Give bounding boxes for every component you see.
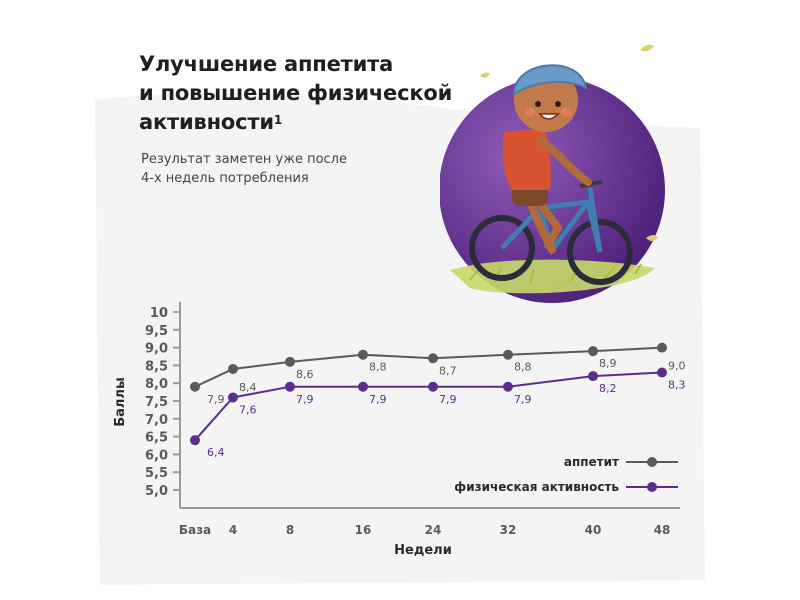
y-tick-label: 5,5 — [145, 466, 168, 481]
data-point — [358, 349, 368, 360]
data-label: 7,9 — [369, 393, 387, 406]
data-point — [190, 435, 200, 446]
subtitle-line-2: 4-х недель потребления — [141, 171, 309, 186]
leaf-3 — [646, 235, 658, 241]
y-tick-label: 6,0 — [145, 448, 168, 463]
y-tick-label: 6,5 — [145, 431, 168, 446]
y-tick-label: 9,5 — [145, 324, 168, 339]
y-tick-label: 8,5 — [145, 359, 168, 374]
data-point — [588, 346, 598, 357]
data-label: 6,4 — [207, 446, 225, 459]
y-tick-label: 8,0 — [145, 377, 168, 392]
data-point — [428, 353, 438, 364]
legend-label: аппетит — [564, 455, 619, 469]
data-point — [657, 342, 667, 353]
child-cheek-right — [561, 107, 571, 117]
x-tick-label: 40 — [585, 523, 602, 537]
y-tick-label: 7,5 — [145, 395, 168, 410]
child-cheek-left — [525, 107, 535, 117]
data-point — [503, 349, 513, 360]
y-tick-label: 5,0 — [145, 484, 168, 499]
data-label: 7,9 — [296, 393, 314, 406]
data-point — [358, 381, 368, 392]
child-legs — [524, 194, 563, 254]
x-tick-label: 4 — [229, 523, 237, 537]
x-tick-label: 16 — [355, 523, 372, 537]
data-label: 8,8 — [369, 361, 387, 374]
x-tick-label: 8 — [286, 523, 294, 537]
y-axis-title: Баллы — [113, 377, 128, 426]
data-label: 7,9 — [207, 393, 225, 406]
data-point — [503, 381, 513, 392]
data-point — [228, 392, 238, 403]
child-on-bicycle-icon — [440, 44, 665, 303]
series-line-appetite — [194, 346, 663, 388]
x-tick-label: 24 — [425, 523, 442, 537]
data-label: 8,7 — [439, 364, 457, 377]
child-eye-right — [555, 101, 561, 107]
legend-marker — [647, 482, 657, 492]
data-label: 9,0 — [668, 360, 686, 373]
child — [502, 64, 592, 254]
x-axis-title: Недели — [394, 543, 452, 558]
data-point — [190, 381, 200, 392]
grass-strokes — [469, 263, 642, 285]
y-tick-label: 10 — [150, 306, 168, 321]
data-point — [428, 381, 438, 392]
title-line-1: Улучшение аппетита — [139, 52, 394, 76]
title-line-3: активности — [139, 110, 274, 134]
page-subtitle: Результат заметен уже после 4-х недель п… — [141, 150, 347, 188]
legend-marker — [647, 457, 657, 467]
x-tick-label: База — [179, 523, 211, 537]
y-tick-label: 7,0 — [145, 413, 168, 428]
title-footnote-mark: 1 — [273, 113, 283, 127]
rear-wheel — [469, 215, 535, 281]
helmet — [512, 64, 588, 96]
data-point — [285, 381, 295, 392]
legend-label: физическая активность — [454, 480, 619, 494]
data-point — [588, 371, 598, 382]
data-label: 8,3 — [668, 379, 686, 392]
leaf-2 — [480, 72, 490, 78]
data-label: 7,6 — [239, 403, 257, 416]
leaf-1 — [640, 44, 654, 52]
x-tick-label: 48 — [654, 523, 671, 537]
child-mouth — [538, 113, 560, 120]
y-tick-label: 9,0 — [145, 342, 168, 357]
data-label: 8,4 — [239, 381, 257, 394]
data-label: 8,8 — [514, 361, 532, 374]
x-tick-label: 32 — [500, 523, 517, 537]
series-line-activity — [194, 371, 663, 441]
purple-circle — [440, 77, 665, 303]
data-label: 7,9 — [439, 393, 457, 406]
data-point — [228, 363, 238, 374]
child-arm — [536, 136, 592, 186]
data-point — [657, 367, 667, 378]
bicycle — [469, 180, 633, 285]
subtitle-line-1: Результат заметен уже после — [141, 152, 347, 167]
page-title: Улучшение аппетита и повышение физическо… — [139, 50, 452, 137]
data-label: 8,6 — [296, 368, 314, 381]
child-eye-left — [535, 101, 541, 107]
data-point — [285, 356, 295, 367]
data-label: 8,2 — [599, 382, 617, 395]
data-label: 8,9 — [599, 357, 617, 370]
data-label: 7,9 — [514, 393, 532, 406]
front-wheel — [567, 219, 633, 285]
title-line-2: и повышение физической — [139, 81, 453, 105]
